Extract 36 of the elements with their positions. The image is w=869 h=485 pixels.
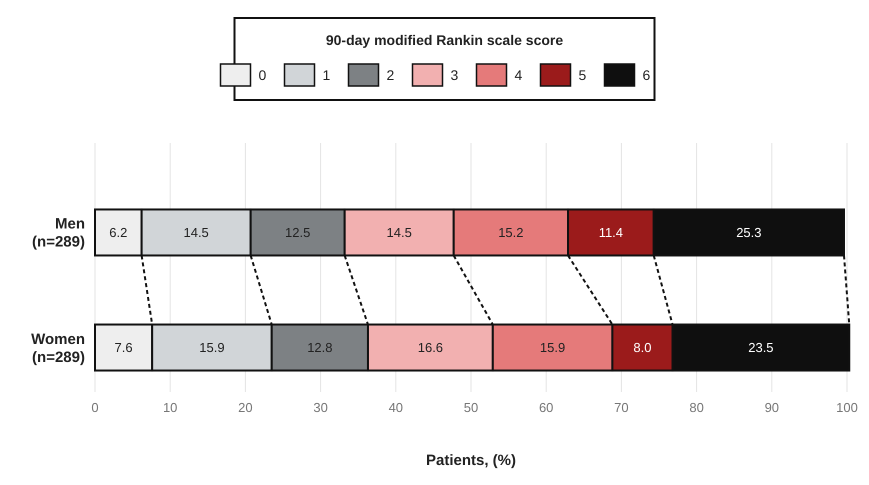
data-label: 14.5 <box>386 225 412 240</box>
legend-title: 90-day modified Rankin scale score <box>326 32 564 48</box>
x-tick-label: 40 <box>388 400 404 415</box>
x-tick-label: 30 <box>313 400 328 415</box>
x-tick-label: 80 <box>689 400 704 415</box>
legend-label: 1 <box>322 66 330 83</box>
data-label: 15.9 <box>199 340 225 356</box>
legend-label: 0 <box>258 66 266 83</box>
data-label: 16.6 <box>418 340 444 356</box>
data-label: 23.5 <box>748 340 774 356</box>
data-label: 11.4 <box>598 225 624 240</box>
data-label: 15.9 <box>540 340 566 356</box>
data-label: 12.8 <box>307 340 333 356</box>
x-tick-label: 100 <box>836 400 858 415</box>
x-axis-title: Patients, (%) <box>426 452 516 469</box>
y-tick-label: Men (n=289) <box>32 216 85 251</box>
x-tick-label: 70 <box>614 400 629 415</box>
legend-label: 5 <box>578 66 586 83</box>
data-label: 15.2 <box>498 225 524 240</box>
legend-label: 2 <box>386 66 394 83</box>
data-label: 14.5 <box>183 225 209 240</box>
y-tick-label: Women (n=289) <box>31 330 85 366</box>
x-tick-label: 90 <box>764 400 780 415</box>
data-label: 25.3 <box>736 225 762 240</box>
data-label: 7.6 <box>114 340 133 356</box>
data-label: 6.2 <box>109 225 128 240</box>
legend-label: 3 <box>450 66 458 83</box>
data-label: 8.0 <box>633 340 652 356</box>
x-tick-label: 20 <box>238 400 253 415</box>
data-label: 12.5 <box>285 225 310 240</box>
legend-label: 6 <box>642 66 650 83</box>
x-tick-label: 0 <box>91 400 99 415</box>
x-tick-label: 10 <box>162 400 178 415</box>
x-tick-label: 50 <box>464 400 478 415</box>
x-tick-label: 60 <box>538 400 554 415</box>
legend-label: 4 <box>514 66 522 83</box>
